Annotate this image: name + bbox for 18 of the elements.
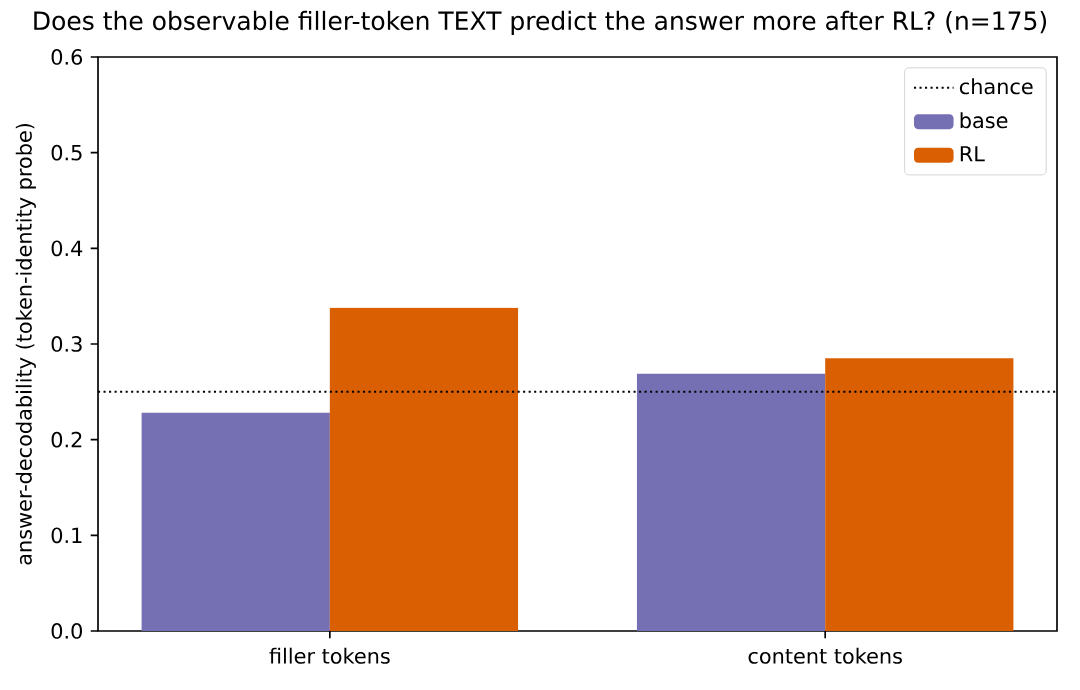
bar [636, 373, 826, 631]
legend-label: RL [960, 146, 985, 162]
legend-label: chance [959, 78, 1033, 95]
bar [329, 307, 519, 631]
y-tick-label: 0.3 [51, 336, 82, 352]
y-tick-label: 0.5 [51, 144, 82, 161]
x-tick-label: content tokens [748, 647, 902, 664]
y-tick-label: 0.0 [51, 623, 82, 639]
bar [141, 412, 330, 631]
y-tick-label: 0.6 [51, 49, 83, 65]
legend-label: base [960, 112, 1008, 129]
y-tick-label: 0.4 [51, 240, 83, 257]
bar [825, 358, 1014, 631]
y-tick-label: 0.1 [51, 527, 82, 544]
y-axis-title: answer-decodability (token-identity probe) [15, 123, 36, 565]
chart-title: Does the observable filler-token TEXT predict the answer more after RL? (n=175) [34, 10, 1047, 36]
y-tick-label: 0.2 [51, 431, 82, 448]
x-tick-label: filler tokens [269, 647, 390, 664]
